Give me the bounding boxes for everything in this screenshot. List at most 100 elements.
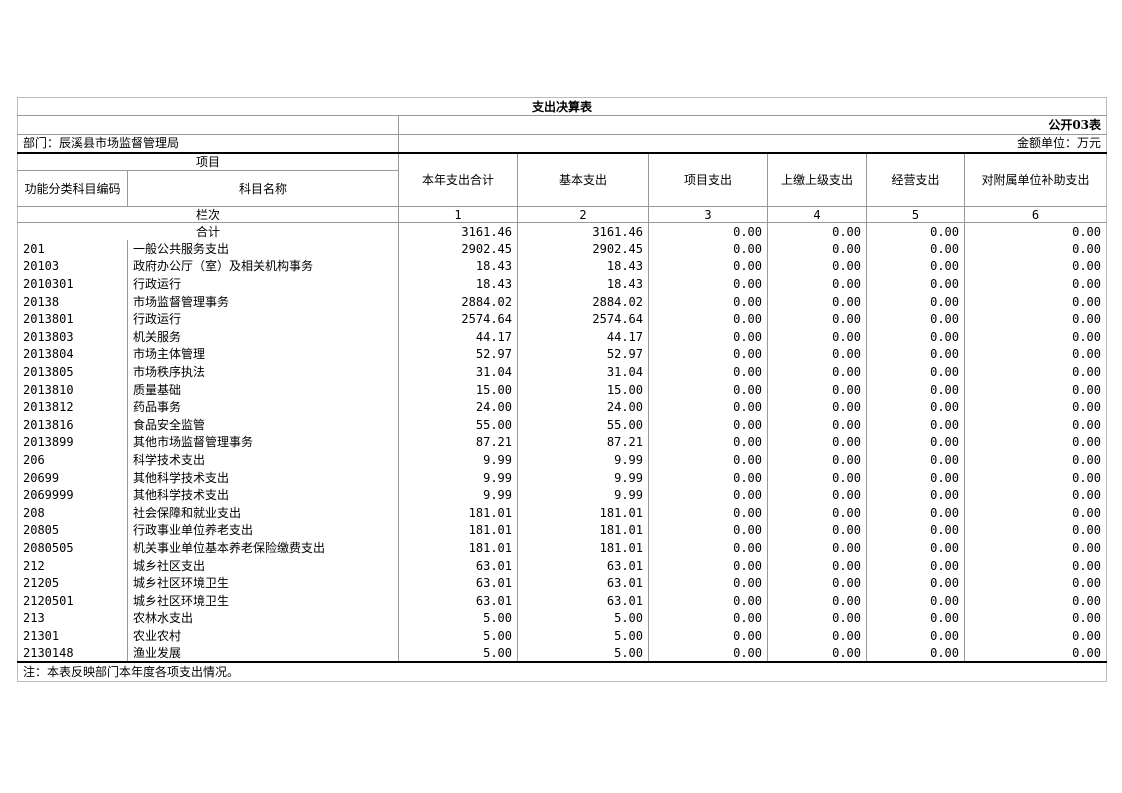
amount: 0.00 bbox=[963, 363, 1107, 381]
amount: 0.00 bbox=[866, 310, 965, 329]
column-header: 本年支出合计 bbox=[398, 152, 518, 207]
amount: 0.00 bbox=[767, 275, 867, 293]
amount: 0.00 bbox=[866, 539, 965, 557]
total-value: 0.00 bbox=[963, 222, 1107, 241]
amount: 0.00 bbox=[767, 556, 867, 575]
amount: 24.00 bbox=[517, 398, 649, 417]
table-row: 2080505 机关事业单位基本养老保险缴费支出 181.01 181.01 0.00 0… bbox=[18, 539, 1107, 557]
table-row: 2013816 食品安全监管 55.00 55.00 0.00 0.00 0.00 0.00 bbox=[18, 416, 1107, 434]
amount: 0.00 bbox=[963, 521, 1107, 540]
amount: 0.00 bbox=[963, 292, 1107, 311]
table-row: 2130148 渔业发展 5.00 5.00 0.00 0.00 0.00 0.00 bbox=[18, 644, 1107, 663]
amount: 0.00 bbox=[963, 468, 1107, 487]
amount: 0.00 bbox=[648, 363, 768, 381]
blank-cell bbox=[17, 115, 399, 135]
subject-name: 农林水支出 bbox=[127, 609, 399, 628]
column-header: 上缴上级支出 bbox=[767, 152, 867, 207]
amount: 0.00 bbox=[767, 363, 867, 381]
amount: 0.00 bbox=[963, 627, 1107, 645]
amount: 0.00 bbox=[648, 486, 768, 504]
amount: 181.01 bbox=[517, 539, 649, 557]
amount: 0.00 bbox=[648, 292, 768, 311]
amount: 0.00 bbox=[767, 240, 867, 258]
subject-code: 20699 bbox=[23, 470, 60, 485]
amount: 0.00 bbox=[866, 627, 965, 645]
subject-name: 社会保障和就业支出 bbox=[127, 504, 399, 522]
subject-code: 21205 bbox=[23, 576, 60, 591]
subject-code: 2130148 bbox=[23, 646, 74, 661]
table-row: 合计 3161.46 3161.46 0.00 0.00 0.00 0.00 bbox=[18, 222, 1107, 241]
index-label: 栏次 bbox=[17, 206, 399, 223]
amount: 2902.45 bbox=[398, 240, 518, 258]
subject-code: 2013899 bbox=[23, 435, 74, 450]
amount: 31.04 bbox=[517, 363, 649, 381]
amount: 2884.02 bbox=[517, 292, 649, 311]
table-row: 206 科学技术支出 9.99 9.99 0.00 0.00 0.00 0.00 bbox=[18, 451, 1107, 469]
amount: 0.00 bbox=[648, 539, 768, 557]
amount: 52.97 bbox=[517, 345, 649, 364]
amount: 0.00 bbox=[963, 310, 1107, 329]
amount: 5.00 bbox=[517, 644, 649, 663]
amount: 0.00 bbox=[767, 328, 867, 346]
amount: 0.00 bbox=[767, 627, 867, 645]
amount: 0.00 bbox=[648, 574, 768, 592]
table-row: 201 一般公共服务支出 2902.45 2902.45 0.00 0.00 0.00 0.0… bbox=[18, 240, 1107, 258]
index-number: 2 bbox=[517, 206, 649, 223]
amount: 0.00 bbox=[767, 416, 867, 434]
total-value: 0.00 bbox=[767, 222, 867, 241]
table-row: 2013810 质量基础 15.00 15.00 0.00 0.00 0.00 0.00 bbox=[18, 380, 1107, 399]
amount: 0.00 bbox=[648, 644, 768, 663]
table-title: 支出决算表 bbox=[17, 97, 1107, 116]
subject-code: 2013810 bbox=[23, 382, 74, 397]
amount: 0.00 bbox=[866, 486, 965, 504]
subject-code: 2069999 bbox=[23, 488, 74, 503]
amount: 0.00 bbox=[767, 644, 867, 663]
amount: 5.00 bbox=[517, 609, 649, 628]
subject-name: 市场监督管理事务 bbox=[127, 292, 399, 311]
column-header: 经营支出 bbox=[866, 152, 965, 207]
table-row: 功能分类科目编码 科目名称 bbox=[17, 170, 1107, 207]
amount: 63.01 bbox=[398, 591, 518, 610]
amount: 0.00 bbox=[767, 345, 867, 364]
amount: 2574.64 bbox=[517, 310, 649, 329]
amount: 63.01 bbox=[517, 556, 649, 575]
amount: 9.99 bbox=[398, 486, 518, 504]
subject-name: 市场秩序执法 bbox=[127, 363, 399, 381]
amount: 0.00 bbox=[648, 310, 768, 329]
amount: 0.00 bbox=[866, 416, 965, 434]
amount: 63.01 bbox=[517, 591, 649, 610]
amount: 9.99 bbox=[517, 486, 649, 504]
index-number: 3 bbox=[648, 206, 768, 223]
amount: 0.00 bbox=[866, 574, 965, 592]
expenditure-table: 支出决算表 公开03表 部门：辰溪县市场监督管理局 金额单位：万元 项目 本年支出合计 基本… bbox=[17, 97, 1108, 682]
subject-name: 药品事务 bbox=[127, 398, 399, 417]
amount: 63.01 bbox=[398, 556, 518, 575]
amount: 0.00 bbox=[963, 574, 1107, 592]
table-row: 20699 其他科学技术支出 9.99 9.99 0.00 0.00 0.00 0.00 bbox=[18, 468, 1107, 487]
unit: 金额单位：万元 bbox=[397, 134, 1107, 154]
amount: 0.00 bbox=[648, 468, 768, 487]
subject-code: 208 bbox=[23, 505, 45, 520]
amount: 181.01 bbox=[517, 504, 649, 522]
subject-name: 机关事业单位基本养老保险缴费支出 bbox=[127, 539, 399, 557]
subject-name: 其他科学技术支出 bbox=[127, 486, 399, 504]
amount: 0.00 bbox=[963, 328, 1107, 346]
amount: 18.43 bbox=[398, 257, 518, 276]
amount: 0.00 bbox=[866, 275, 965, 293]
subject-code: 20805 bbox=[23, 523, 60, 538]
amount: 0.00 bbox=[648, 275, 768, 293]
subject-name: 其他市场监督管理事务 bbox=[127, 433, 399, 452]
column-header: 基本支出 bbox=[517, 152, 649, 207]
amount: 0.00 bbox=[866, 504, 965, 522]
amount: 2902.45 bbox=[517, 240, 649, 258]
amount: 52.97 bbox=[398, 345, 518, 364]
amount: 0.00 bbox=[963, 380, 1107, 399]
subject-code: 206 bbox=[23, 453, 45, 468]
subject-code: 2010301 bbox=[23, 277, 74, 292]
amount: 0.00 bbox=[963, 556, 1107, 575]
amount: 0.00 bbox=[963, 486, 1107, 504]
table-row: 2013801 行政运行 2574.64 2574.64 0.00 0.00 0.00 0.0… bbox=[18, 310, 1107, 329]
amount: 63.01 bbox=[398, 574, 518, 592]
table-row: 2013805 市场秩序执法 31.04 31.04 0.00 0.00 0.00 0.00 bbox=[18, 363, 1107, 381]
amount: 0.00 bbox=[963, 240, 1107, 258]
